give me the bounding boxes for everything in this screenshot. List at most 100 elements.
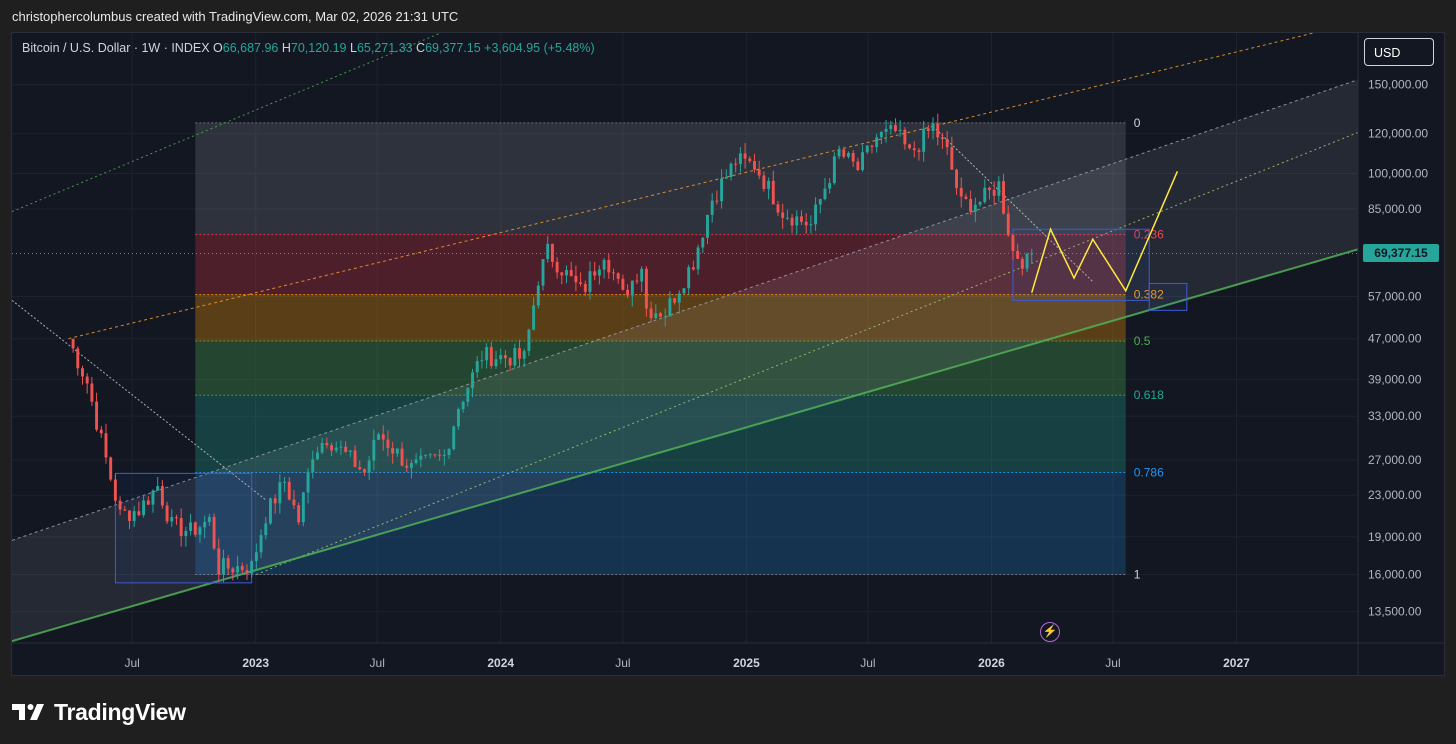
candle-body bbox=[555, 261, 559, 273]
candle-body bbox=[273, 498, 277, 504]
candle-body bbox=[724, 176, 728, 179]
time-tick-label: 2025 bbox=[733, 656, 760, 670]
price-tick-label: 19,000.00 bbox=[1368, 530, 1422, 544]
candle-body bbox=[428, 454, 432, 456]
candle-body bbox=[856, 161, 860, 170]
candle-body bbox=[870, 145, 874, 147]
candle-body bbox=[602, 259, 606, 270]
brand[interactable]: TradingView bbox=[12, 698, 186, 726]
candle-body bbox=[198, 527, 202, 535]
candle-body bbox=[250, 561, 254, 574]
candle-body bbox=[527, 329, 531, 351]
fib-level-label: 0.786 bbox=[1134, 466, 1164, 480]
candle-body bbox=[588, 271, 592, 292]
candle-body bbox=[240, 566, 244, 571]
bottom-bar: TradingView bbox=[0, 676, 1456, 744]
candle-body bbox=[630, 280, 634, 296]
candle-body bbox=[330, 445, 334, 451]
candle-body bbox=[720, 178, 724, 202]
candle-body bbox=[264, 523, 268, 536]
price-chart[interactable]: 00.2360.3820.50.6180.7861150,000.00120,0… bbox=[12, 33, 1445, 676]
candle-body bbox=[785, 217, 789, 219]
candle-body bbox=[485, 347, 489, 361]
candle-body bbox=[362, 469, 366, 473]
candle-body bbox=[344, 446, 348, 452]
candle-body bbox=[90, 383, 94, 402]
fib-level-label: 1 bbox=[1134, 568, 1141, 582]
time-tick-label: Jul bbox=[1105, 656, 1120, 670]
candle-body bbox=[579, 282, 583, 284]
candle-body bbox=[104, 433, 108, 458]
fib-band-0.236 bbox=[195, 234, 1126, 295]
candle-body bbox=[189, 522, 193, 531]
lightning-icon[interactable]: ⚡ bbox=[1040, 622, 1060, 642]
candle-body bbox=[499, 355, 503, 360]
close-label: C bbox=[416, 41, 426, 55]
candle-body bbox=[217, 548, 221, 575]
candle-body bbox=[353, 450, 357, 468]
candle-body bbox=[908, 144, 912, 149]
candle-body bbox=[179, 517, 183, 537]
candle-body bbox=[156, 486, 160, 491]
open-label: O bbox=[213, 41, 223, 55]
candle-body bbox=[875, 137, 879, 147]
candle-body bbox=[471, 372, 474, 389]
candle-body bbox=[837, 149, 841, 157]
trendline-support bbox=[12, 248, 1358, 643]
candle-body bbox=[269, 498, 272, 524]
candle-body bbox=[879, 131, 883, 138]
close-value: 69,377.15 bbox=[425, 41, 481, 55]
candle-body bbox=[706, 214, 709, 238]
candle-body bbox=[442, 454, 446, 456]
candle-body bbox=[254, 552, 258, 562]
candle-body bbox=[306, 471, 310, 493]
candle-body bbox=[142, 500, 146, 516]
candle-body bbox=[297, 505, 301, 523]
fib-band-0.5 bbox=[195, 341, 1126, 396]
candle-body bbox=[983, 187, 987, 203]
candle-body bbox=[640, 268, 644, 282]
candle-body bbox=[480, 360, 484, 362]
candle-body bbox=[560, 272, 564, 276]
low-label: L bbox=[349, 41, 357, 55]
price-tick-label: 16,000.00 bbox=[1368, 568, 1422, 582]
candle-body bbox=[339, 446, 343, 448]
symbol-name: Bitcoin / U.S. Dollar · 1W · INDEX bbox=[22, 41, 210, 55]
candle-body bbox=[673, 298, 677, 303]
fib-level-label: 0.5 bbox=[1134, 334, 1151, 348]
low-value: 65,271.33 bbox=[356, 41, 413, 55]
candle-body bbox=[569, 270, 573, 276]
candle-body bbox=[1016, 250, 1020, 259]
candle-body bbox=[522, 350, 526, 359]
candle-body bbox=[226, 558, 230, 569]
candle-body bbox=[466, 388, 470, 402]
candle-body bbox=[132, 511, 136, 521]
price-tick-label: 23,000.00 bbox=[1368, 488, 1422, 502]
candle-body bbox=[743, 153, 747, 159]
candle-body bbox=[311, 459, 315, 472]
candle-body bbox=[574, 275, 578, 283]
candle-body bbox=[447, 449, 451, 455]
candle-body bbox=[315, 452, 319, 460]
candle-body bbox=[236, 566, 240, 573]
brand-name: TradingView bbox=[54, 698, 186, 725]
time-tick-label: 2027 bbox=[1223, 656, 1250, 670]
candle-body bbox=[325, 442, 329, 446]
candle-body bbox=[894, 125, 897, 131]
candle-body bbox=[212, 516, 216, 549]
candle-body bbox=[386, 439, 390, 448]
candle-body bbox=[433, 454, 437, 456]
candle-body bbox=[160, 486, 164, 506]
chart-frame[interactable]: 00.2360.3820.50.6180.7861150,000.00120,0… bbox=[11, 32, 1445, 676]
candle-body bbox=[475, 361, 479, 373]
price-tick-label: 120,000.00 bbox=[1368, 127, 1428, 141]
candle-body bbox=[1002, 181, 1005, 214]
candle-body bbox=[405, 465, 409, 468]
currency-button[interactable]: USD bbox=[1364, 38, 1434, 66]
candle-body bbox=[997, 181, 1001, 196]
candle-body bbox=[635, 280, 639, 282]
tradingview-logo-icon bbox=[12, 704, 44, 720]
fib-band-0.382 bbox=[195, 294, 1126, 342]
candle-body bbox=[847, 153, 850, 157]
candle-body bbox=[395, 448, 399, 454]
